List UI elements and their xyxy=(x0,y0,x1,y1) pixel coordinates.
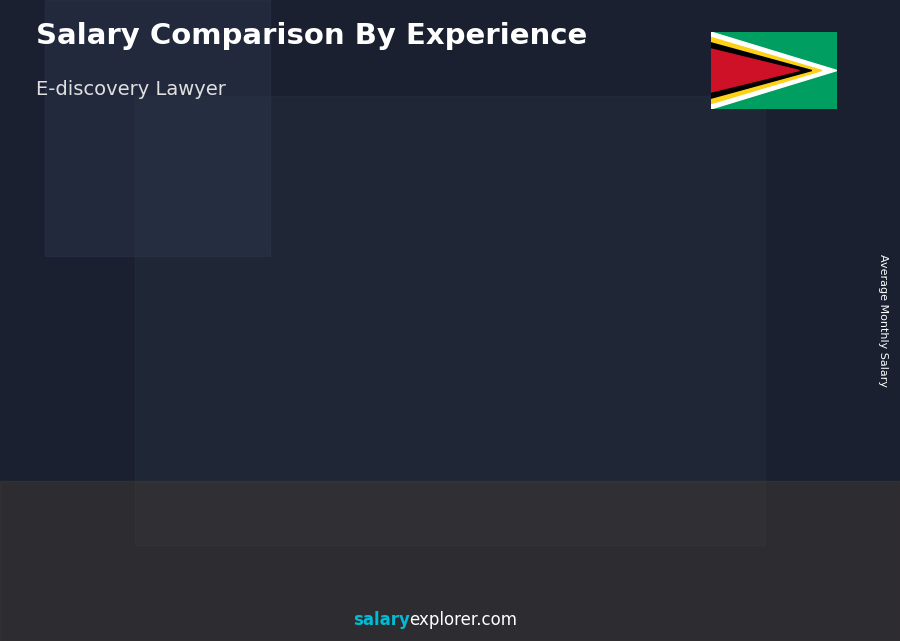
Text: Average Monthly Salary: Average Monthly Salary xyxy=(878,254,887,387)
Bar xyxy=(514,333,520,564)
Bar xyxy=(328,388,339,564)
Text: Salary Comparison By Experience: Salary Comparison By Experience xyxy=(36,22,587,51)
Polygon shape xyxy=(454,326,533,333)
Bar xyxy=(454,333,520,564)
Bar xyxy=(581,278,593,564)
Bar xyxy=(45,0,270,256)
Text: +nan%: +nan% xyxy=(387,269,447,283)
Polygon shape xyxy=(266,440,279,564)
Bar xyxy=(135,96,765,545)
Text: +nan%: +nan% xyxy=(515,212,574,226)
Text: E-discovery Lawyer: E-discovery Lawyer xyxy=(36,80,226,99)
Polygon shape xyxy=(200,440,279,447)
Bar xyxy=(768,217,775,564)
Polygon shape xyxy=(711,43,812,98)
Text: explorer.com: explorer.com xyxy=(410,612,518,629)
Bar xyxy=(387,388,393,564)
Polygon shape xyxy=(711,32,837,109)
Polygon shape xyxy=(708,210,788,217)
Polygon shape xyxy=(393,381,406,564)
Text: salary: salary xyxy=(353,612,410,629)
Text: 0 GYD: 0 GYD xyxy=(346,363,387,376)
Text: +nan%: +nan% xyxy=(260,326,320,341)
Bar xyxy=(73,499,139,564)
Bar xyxy=(132,499,139,564)
Bar xyxy=(0,481,900,641)
Polygon shape xyxy=(520,326,533,564)
Text: 0 GYD: 0 GYD xyxy=(220,422,259,435)
Text: 0 GYD: 0 GYD xyxy=(473,308,514,320)
Polygon shape xyxy=(328,381,406,388)
Bar xyxy=(259,447,266,564)
Bar xyxy=(200,447,266,564)
Bar xyxy=(454,333,466,564)
Bar xyxy=(200,447,212,564)
Bar xyxy=(328,388,393,564)
Text: 0 GYD: 0 GYD xyxy=(728,192,769,204)
Bar xyxy=(581,278,648,564)
Text: +nan%: +nan% xyxy=(642,148,702,163)
Bar xyxy=(708,217,775,564)
Polygon shape xyxy=(73,491,152,499)
Polygon shape xyxy=(581,271,661,278)
Polygon shape xyxy=(775,210,788,564)
Text: 0 GYD: 0 GYD xyxy=(600,253,641,266)
Text: 0 GYD: 0 GYD xyxy=(92,473,132,486)
Text: +nan%: +nan% xyxy=(133,387,194,402)
Bar xyxy=(641,278,648,564)
Bar xyxy=(73,499,85,564)
Polygon shape xyxy=(711,49,799,92)
Polygon shape xyxy=(711,37,822,104)
Polygon shape xyxy=(648,271,661,564)
Polygon shape xyxy=(139,491,152,564)
Bar xyxy=(708,217,721,564)
